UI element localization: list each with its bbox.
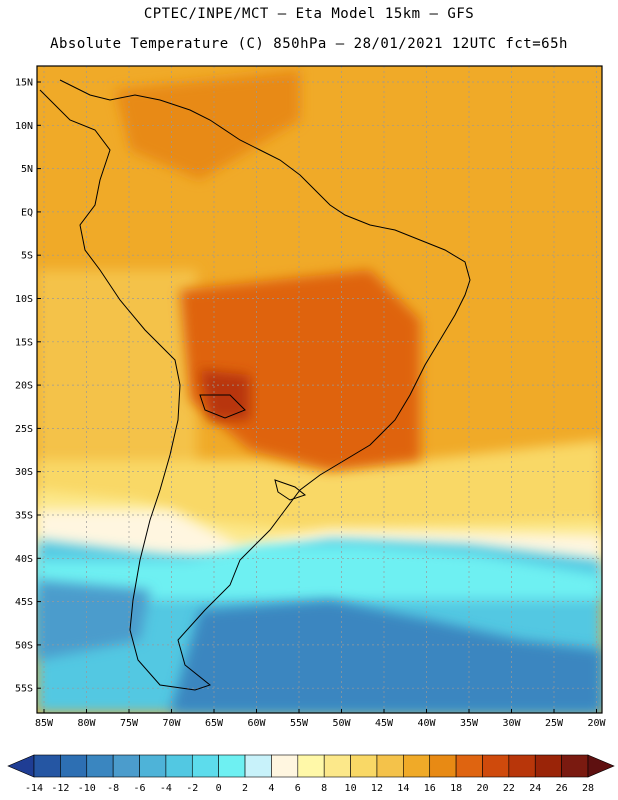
colorbar-box (508, 754, 536, 778)
latitude-labels: 15N 10N 5N EQ 5S 10S 15S 20S 25S 30S 35S 40S 45S 50S 5… (15, 78, 41, 695)
colorbar-box (561, 754, 589, 778)
colorbar-box (165, 754, 193, 778)
lat-lon-grid (37, 66, 602, 713)
colorbar-box (403, 754, 431, 778)
colorbar-box (323, 754, 351, 778)
lat-label-55s: 55S (15, 684, 33, 695)
colorbar-arrow-left (7, 754, 35, 778)
colorbar-box (60, 754, 88, 778)
colorbar-box (455, 754, 483, 778)
lon-label-70w: 70W (162, 718, 181, 729)
colorbar-label: 2 (242, 783, 248, 794)
lat-label-45s: 45S (15, 597, 33, 608)
colorbar-box (429, 754, 457, 778)
colorbar-label: -8 (107, 783, 119, 794)
colorbar-box (376, 754, 404, 778)
colorbar-box (534, 754, 562, 778)
colorbar-label: -2 (186, 783, 198, 794)
rio-de-la-plata (274, 479, 307, 501)
lon-label-60w: 60W (247, 718, 266, 729)
lat-label-25s: 25S (15, 424, 33, 435)
colorbar-box (271, 754, 299, 778)
colorbar-label: -10 (78, 783, 96, 794)
colorbar-label: 12 (371, 783, 383, 794)
colorbar-box (244, 754, 272, 778)
colorbar-box (112, 754, 140, 778)
colorbar-box (191, 754, 219, 778)
colorbar-label: -4 (160, 783, 172, 794)
colorbar-label: -6 (134, 783, 146, 794)
field-cold-edge (37, 545, 602, 600)
colorbar-label: 16 (424, 783, 436, 794)
colorbar-arrow-right (587, 754, 615, 778)
colorbar-label: 8 (321, 783, 327, 794)
lon-label-35w: 35W (460, 718, 479, 729)
border-region-paraguay (199, 394, 246, 419)
lon-label-30w: 30W (502, 718, 521, 729)
lon-label-45w: 45W (375, 718, 394, 729)
lat-label-15n: 15N (15, 78, 33, 89)
colorbar-label: 22 (503, 783, 515, 794)
south-america-coast (39, 79, 471, 691)
colorbar-label: 26 (556, 783, 568, 794)
lat-label-35s: 35S (15, 511, 33, 522)
lat-label-eq: EQ (21, 207, 33, 218)
coastline-outline (39, 79, 471, 691)
colorbar-label: -14 (25, 783, 43, 794)
colorbar-label: 24 (529, 783, 541, 794)
lat-label-5n: 5N (21, 164, 33, 175)
map-title-line-1: CPTEC/INPE/MCT — Eta Model 15km — GFS (143, 6, 475, 22)
colorbar-box (350, 754, 378, 778)
lon-label-85w: 85W (35, 718, 54, 729)
lon-label-80w: 80W (77, 718, 96, 729)
longitude-labels: 85W 80W 75W 70W 65W 60W 55W 50W 45W 40W 35W 30W 25W 2… (35, 709, 607, 729)
lon-label-65w: 65W (205, 718, 224, 729)
colorbar-label: 4 (268, 783, 274, 794)
lon-label-50w: 50W (332, 718, 351, 729)
field-cold-core (170, 600, 602, 713)
lat-label-10n: 10N (15, 121, 33, 132)
lat-label-30s: 30S (15, 467, 33, 478)
lon-label-75w: 75W (120, 718, 139, 729)
colorbar-label: 28 (582, 783, 594, 794)
lon-label-55w: 55W (290, 718, 309, 729)
colorbar-label: 10 (345, 783, 357, 794)
colorbar-box (139, 754, 167, 778)
colorbar (7, 754, 615, 778)
field-cold-pacific (37, 580, 150, 660)
colorbar-label: 20 (476, 783, 488, 794)
lon-label-20w: 20W (587, 718, 606, 729)
colorbar-label: 14 (397, 783, 409, 794)
colorbar-label: 6 (295, 783, 301, 794)
map-title-line-2: Absolute Temperature (C) 850hPa — 28/01/… (50, 36, 568, 52)
map-frame (36, 65, 603, 714)
colorbar-labels: -14 -12 -10 -8 -6 -4 -2 0 2 4 6 8 10 12 14 16 18 20 22 24 26… (25, 783, 594, 794)
colorbar-box (297, 754, 325, 778)
lon-label-40w: 40W (417, 718, 436, 729)
colorbar-label: 0 (216, 783, 222, 794)
lat-label-15s: 15S (15, 337, 33, 348)
colorbar-label: 18 (450, 783, 462, 794)
lat-label-20s: 20S (15, 381, 33, 392)
colorbar-box (86, 754, 114, 778)
lat-label-50s: 50S (15, 640, 33, 651)
lat-label-10s: 10S (15, 294, 33, 305)
colorbar-label: -12 (51, 783, 69, 794)
lon-label-25w: 25W (545, 718, 564, 729)
colorbar-box (218, 754, 246, 778)
colorbar-box (482, 754, 510, 778)
lat-label-40s: 40S (15, 554, 33, 565)
lat-label-5s: 5S (21, 251, 33, 262)
temperature-field (37, 66, 602, 713)
colorbar-box (33, 754, 61, 778)
